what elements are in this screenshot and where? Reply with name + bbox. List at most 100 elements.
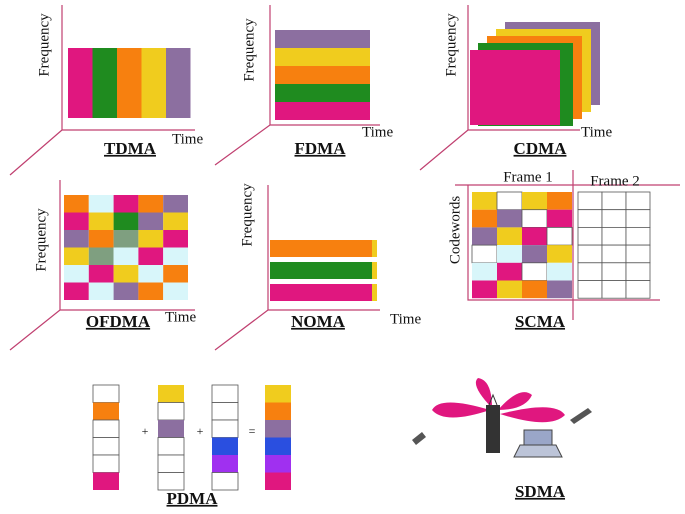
power-layer xyxy=(270,262,372,279)
panel-title: SCMA xyxy=(515,312,566,331)
codeword-cell xyxy=(625,226,651,246)
subcarrier-cell xyxy=(64,212,89,230)
frequency-band xyxy=(275,30,370,48)
codeword-cell xyxy=(577,280,603,299)
pattern-cell xyxy=(92,454,120,473)
y-axis-label: Frequency xyxy=(443,13,459,77)
subcarrier-cell xyxy=(88,247,114,265)
codeword-cell xyxy=(522,280,547,299)
codeword-cell xyxy=(521,209,548,228)
codeword-cell xyxy=(625,209,651,228)
codeword-cell xyxy=(472,262,497,281)
subcarrier-cell xyxy=(113,282,139,300)
codeword-cell xyxy=(521,262,548,281)
codeword-cell xyxy=(522,227,547,246)
subcarrier-cell xyxy=(64,230,89,248)
pattern-cell xyxy=(265,455,291,473)
codeword-cell xyxy=(497,280,522,299)
subcarrier-cell xyxy=(64,195,89,213)
y-axis-label: Frequency xyxy=(241,18,257,82)
pattern-cell xyxy=(212,455,238,473)
frequency-band xyxy=(275,102,370,120)
subcarrier-cell xyxy=(113,195,139,213)
codeword-cell xyxy=(497,209,522,228)
codeword-cell xyxy=(547,262,572,281)
subcarrier-cell xyxy=(113,230,139,248)
codeword-cell xyxy=(625,280,651,299)
subcarrier-cell xyxy=(138,247,164,265)
pattern-cell xyxy=(93,472,119,490)
codeword-cell xyxy=(547,280,572,299)
power-layer-edge xyxy=(372,284,377,301)
axes xyxy=(214,185,380,351)
axes xyxy=(214,5,380,166)
panel-title: NOMA xyxy=(291,312,346,331)
codeword-cell xyxy=(472,192,497,210)
code-layer xyxy=(470,50,560,125)
panel-title: FDMA xyxy=(295,139,347,158)
beam-lobe xyxy=(475,378,492,408)
frequency-band xyxy=(275,84,370,102)
operator: + xyxy=(142,424,149,438)
pattern-cell xyxy=(265,420,291,438)
phone xyxy=(570,408,592,424)
axes xyxy=(419,5,580,171)
power-layer xyxy=(270,240,372,257)
time-slot xyxy=(68,48,93,118)
pattern-cell xyxy=(211,419,239,438)
x-axis-label: Time xyxy=(165,309,196,325)
codeword-cell xyxy=(472,280,497,299)
codeword-cell xyxy=(472,227,497,246)
x-axis-label: Time xyxy=(390,311,421,327)
codeword-cell xyxy=(471,244,498,264)
codeword-cell xyxy=(625,262,651,281)
codeword-cell xyxy=(601,226,627,246)
power-layer-edge xyxy=(372,240,377,257)
codeword-cell xyxy=(497,227,522,246)
codeword-cell xyxy=(601,262,627,281)
laptop-screen xyxy=(523,429,553,446)
axes xyxy=(9,5,195,176)
time-slot xyxy=(141,48,166,118)
panel-title: CDMA xyxy=(514,139,568,158)
codeword-cell xyxy=(601,244,627,264)
subcarrier-cell xyxy=(113,212,139,230)
power-layer-edge xyxy=(372,262,377,279)
codeword-cell xyxy=(522,192,547,210)
pattern-cell xyxy=(265,437,291,455)
subcarrier-cell xyxy=(138,195,164,213)
subcarrier-cell xyxy=(163,212,188,230)
codeword-cell xyxy=(625,191,651,211)
frame-lines xyxy=(455,170,680,320)
pattern-cell xyxy=(265,472,291,490)
subcarrier-cell xyxy=(113,247,139,265)
codeword-cell xyxy=(601,209,627,228)
codeword-cell xyxy=(577,244,603,264)
subcarrier-cell xyxy=(64,282,89,300)
subcarrier-cell xyxy=(138,230,164,248)
pattern-cell xyxy=(158,385,184,403)
beam-lobe xyxy=(500,407,565,423)
pattern-cell xyxy=(157,454,185,473)
pattern-cell xyxy=(92,419,120,438)
pattern-cell xyxy=(265,385,291,403)
subcarrier-cell xyxy=(64,265,89,283)
subcarrier-cell xyxy=(163,265,188,283)
beam-lobe xyxy=(432,402,490,418)
base-station xyxy=(486,405,500,453)
pattern-cell xyxy=(157,437,185,456)
pattern-cell xyxy=(93,402,119,420)
subcarrier-cell xyxy=(163,282,188,300)
time-slot xyxy=(117,48,142,118)
subcarrier-cell xyxy=(88,230,114,248)
subcarrier-cell xyxy=(138,282,164,300)
subcarrier-cell xyxy=(64,247,89,265)
frame-label: Frame 1 xyxy=(503,169,553,185)
codeword-cell xyxy=(577,262,603,281)
pattern-cell xyxy=(265,402,291,420)
time-slot xyxy=(166,48,191,118)
codeword-cell xyxy=(577,191,603,211)
subcarrier-cell xyxy=(138,212,164,230)
antenna xyxy=(488,393,498,406)
